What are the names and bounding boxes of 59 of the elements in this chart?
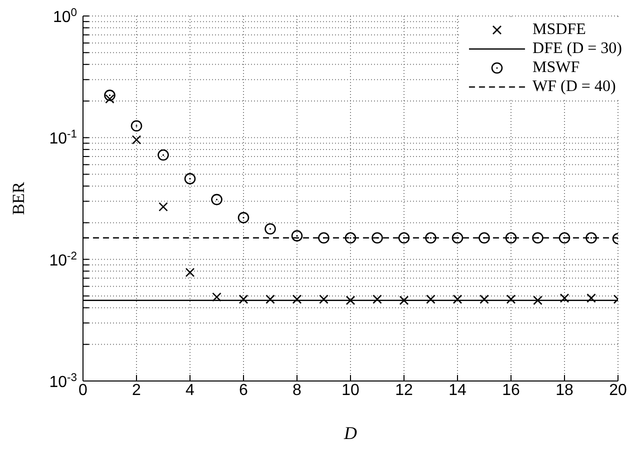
point [211, 194, 222, 206]
legend-label: MSDFE [532, 20, 586, 38]
point [318, 232, 330, 244]
y-tick-label: 10$^{-3}$ [49, 372, 77, 391]
y-axis-title: BER [9, 181, 28, 216]
legend-label: MSWF [532, 58, 580, 76]
point [344, 232, 356, 244]
point [264, 223, 276, 235]
legend-label: WF (D = 40) [532, 78, 616, 96]
point [346, 296, 356, 306]
point [291, 230, 303, 242]
point [184, 173, 196, 184]
point [399, 296, 409, 306]
point [398, 232, 410, 244]
point [452, 232, 464, 244]
x-tick-label: 2 [132, 382, 142, 399]
x-tick-label: 10 [342, 382, 360, 399]
point [506, 294, 516, 304]
x-axis-title: D [343, 423, 357, 443]
x-tick-label: 18 [556, 382, 574, 399]
point [558, 232, 570, 244]
point [238, 294, 248, 304]
x-tick-label: 20 [609, 382, 627, 399]
x-tick-label: 6 [239, 382, 248, 399]
point [425, 232, 436, 244]
point [132, 135, 142, 144]
point [586, 232, 597, 244]
point [426, 294, 436, 304]
x-tick-label: 0 [78, 382, 88, 399]
point [452, 294, 462, 304]
y-tick-label: 10$^{0}$ [52, 7, 77, 26]
x-tick-label: 8 [292, 382, 302, 399]
point [505, 232, 517, 244]
y-tick-label: 10$^{-2}$ [49, 250, 77, 270]
point [560, 293, 570, 303]
x-tick-label: 12 [395, 382, 413, 399]
point [105, 94, 114, 104]
y-tick-label: 10$^{-1}$ [49, 128, 77, 148]
point [158, 202, 168, 212]
point [104, 90, 116, 101]
point [372, 294, 382, 304]
point [212, 292, 222, 302]
point [238, 212, 250, 224]
point [158, 149, 169, 161]
point [266, 294, 275, 304]
point [372, 232, 383, 244]
point [185, 268, 195, 278]
legend-label: DFE (D = 30) [532, 40, 622, 58]
point [532, 232, 544, 244]
point [130, 120, 142, 132]
point [292, 294, 302, 304]
x-tick-label: 14 [448, 382, 466, 399]
point [533, 296, 542, 306]
point [586, 293, 596, 303]
point [480, 294, 489, 304]
point [478, 232, 490, 244]
x-tick-label: 4 [186, 382, 195, 399]
x-tick-label: 16 [502, 382, 520, 399]
point [319, 294, 328, 304]
